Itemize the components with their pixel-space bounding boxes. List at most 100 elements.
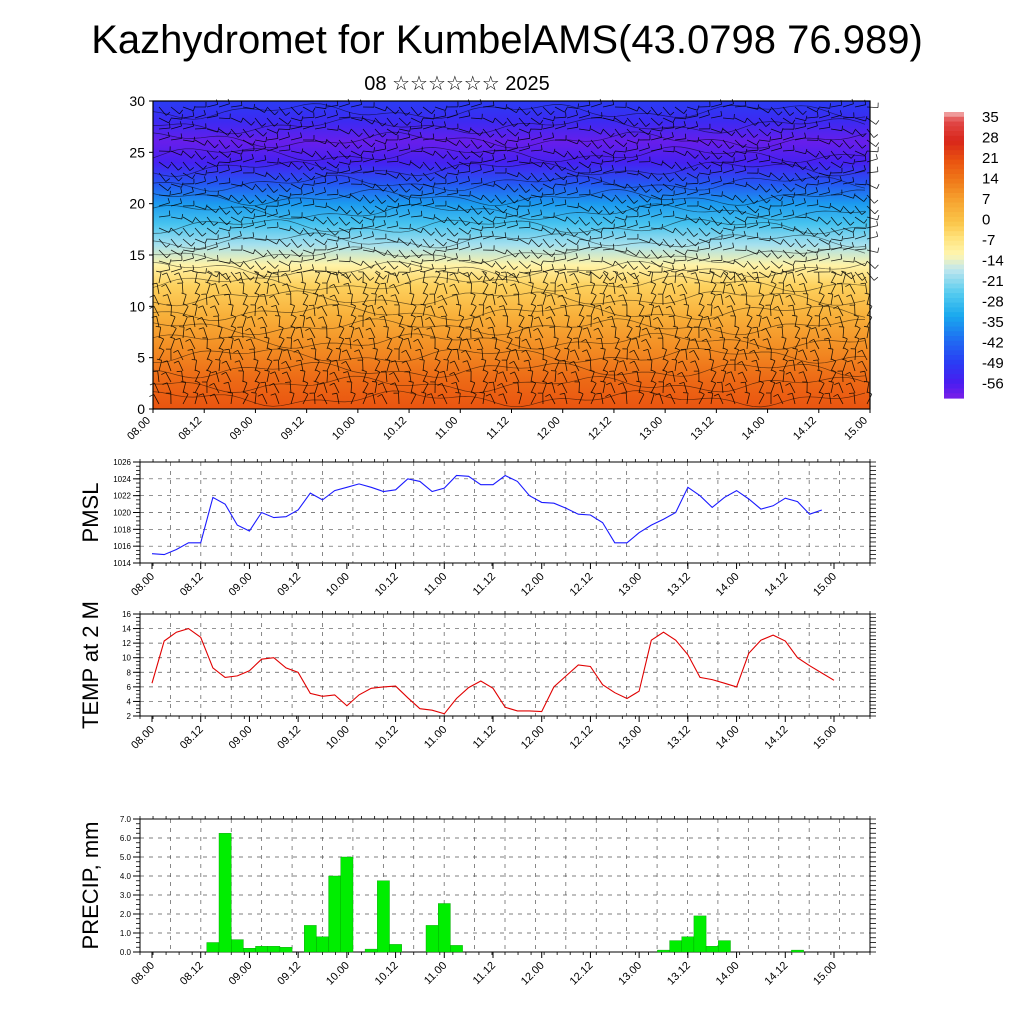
x-tick-label: 14.00 (740, 415, 768, 443)
colorbar: 35 28 21 14 7 0 -7 -14 -21 -28 -35 -42 -49 -56 (944, 109, 1004, 399)
y-tick-label: 6.0 (120, 834, 132, 843)
colorbar-label: -7 (982, 232, 995, 249)
vertical-profile-panel: 0 5 10 15 20 25 30 08.00 08.12 09.00 09.12 10.00 10.… (125, 93, 880, 443)
colorbar-swatch (944, 140, 964, 146)
x-tick-label: 11.00 (433, 415, 460, 442)
x-tick-label: 11.12 (471, 724, 498, 751)
colorbar-swatch (944, 164, 964, 170)
colorbar-label: -14 (982, 253, 1004, 270)
colorbar-swatch (944, 173, 964, 180)
y-tick-label: 1024 (113, 475, 131, 484)
x-tick-label: 08.12 (178, 960, 206, 988)
colorbar-swatch (944, 231, 964, 237)
colorbar-swatch (944, 264, 964, 270)
x-tick-label: 14.12 (762, 960, 790, 988)
y-tick-label: 15 (129, 247, 145, 263)
colorbar-swatch (944, 188, 964, 194)
x-tick-label: 12.00 (519, 960, 547, 988)
chart-title: Kazhydromet for KumbelAMS(43.0798 76.989… (91, 18, 923, 62)
colorbar-swatch (944, 145, 964, 151)
x-tick-label: 14.12 (762, 724, 790, 752)
precip-bar (425, 925, 439, 953)
colorbar-swatch (944, 150, 964, 156)
precip-bar (438, 903, 451, 953)
x-tick-label: 12.00 (535, 415, 563, 443)
x-tick-label: 10.00 (324, 960, 352, 988)
precip-bar (705, 946, 719, 953)
colorbar-label: -56 (982, 376, 1004, 393)
x-tick-label: 13.12 (665, 724, 693, 752)
precip-bar (377, 880, 390, 953)
x-tick-label: 12.00 (519, 724, 547, 752)
panel-frame (139, 613, 871, 717)
colorbar-swatch (944, 326, 964, 332)
precip-bar (230, 939, 244, 953)
precip-bar (316, 936, 329, 953)
colorbar-label: -28 (982, 294, 1004, 311)
x-tick-label: 13.00 (616, 724, 644, 752)
x-tick-label: 11.12 (484, 415, 511, 442)
chart-subtitle: 08 ☆☆☆☆☆☆ 2025 (364, 73, 550, 95)
colorbar-swatch (944, 235, 964, 242)
x-tick-label: 14.00 (714, 960, 742, 988)
x-tick-label: 10.00 (330, 415, 358, 443)
colorbar-swatch (944, 350, 964, 356)
x-tick-label: 10.12 (373, 571, 401, 599)
x-tick-label: 13.12 (665, 960, 693, 988)
y-tick-label: 1014 (113, 559, 131, 568)
colorbar-swatch (944, 288, 964, 294)
precip-bar (206, 942, 220, 953)
x-tick-label: 11.12 (471, 571, 498, 598)
colorbar-label: 28 (982, 130, 999, 147)
y-tick-label: 10 (122, 654, 131, 663)
precip-bar (693, 915, 707, 953)
colorbar-label: 0 (982, 212, 990, 229)
y-tick-label: 1.0 (120, 929, 132, 938)
wind-barbs (149, 98, 880, 405)
x-tick-label: 10.12 (373, 724, 401, 752)
colorbar-swatch (944, 112, 964, 118)
x-tick-label: 08.12 (176, 415, 204, 443)
precip-bar (389, 944, 402, 953)
y-tick-label: 4 (127, 697, 132, 706)
contour-lines (152, 103, 866, 408)
y-axis-title: PRECIP, mm (78, 822, 103, 950)
y-tick-label: 5 (137, 350, 145, 366)
y-tick-label: 1026 (113, 458, 131, 467)
colorbar-swatch (944, 283, 964, 289)
y-tick-label: 20 (129, 196, 145, 212)
grid-lines (140, 819, 870, 952)
colorbar-swatch (944, 169, 964, 175)
x-tick-label: 09.00 (228, 415, 256, 443)
x-tick-label: 12.00 (519, 571, 547, 599)
x-tick-label: 14.12 (791, 415, 819, 443)
x-tick-label: 12.12 (586, 415, 614, 443)
precip-bar (669, 940, 682, 953)
x-tick-label: 15.00 (811, 571, 839, 599)
colorbar-swatch (944, 302, 964, 309)
colorbar-swatch (944, 207, 964, 213)
colorbar-swatch (944, 135, 964, 142)
y-tick-label: 1020 (113, 509, 131, 518)
x-tick-label: 11.00 (422, 571, 449, 598)
precip-panel: 0.0 1.0 2.0 3.0 4.0 5.0 6.0 7.0 08.00 08.12 09.00 0… (78, 815, 876, 988)
x-tick-label: 14.00 (714, 724, 742, 752)
x-tick-label: 10.12 (381, 415, 409, 443)
x-tick-label: 12.12 (568, 724, 596, 752)
colorbar-swatch (944, 245, 964, 251)
colorbar-label: -42 (982, 335, 1004, 352)
y-tick-label: 6 (127, 683, 132, 692)
colorbar-swatch (944, 388, 964, 394)
x-tick-label: 11.00 (422, 960, 449, 987)
y-tick-label: 1022 (113, 492, 131, 501)
precip-bar (681, 936, 695, 953)
y-tick-label: 12 (122, 639, 131, 648)
colorbar-label: 7 (982, 191, 990, 208)
colorbar-swatch (944, 178, 964, 185)
minor-ticks (136, 816, 876, 955)
colorbar-swatch (944, 321, 964, 328)
x-tick-label: 08.12 (178, 571, 206, 599)
y-tick-label: 0.0 (120, 948, 132, 957)
x-tick-label: 15.00 (811, 724, 839, 752)
colorbar-label: 21 (982, 150, 999, 167)
